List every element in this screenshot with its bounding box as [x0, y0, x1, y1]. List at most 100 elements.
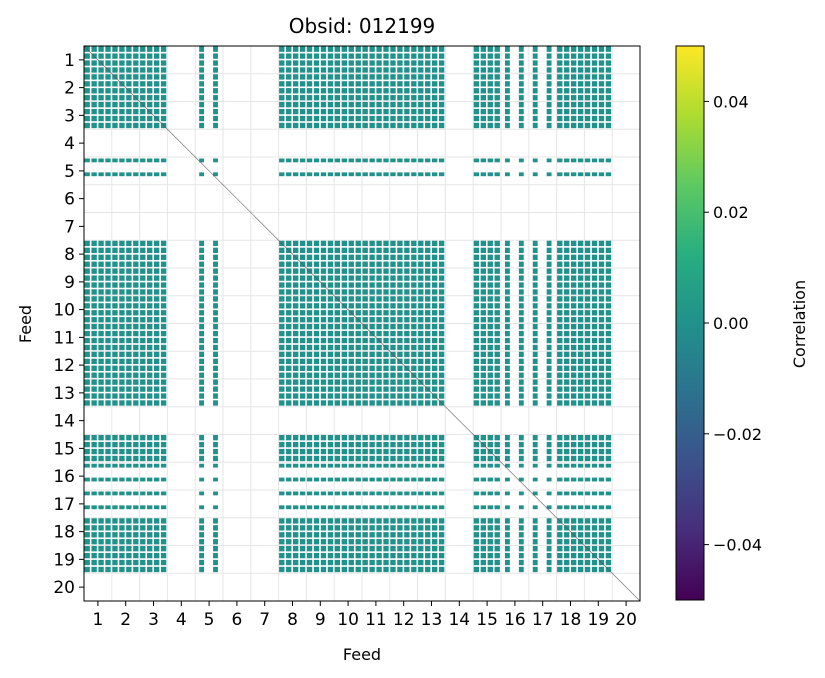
heatmap-cell [286, 172, 292, 177]
heatmap-cell [532, 448, 538, 455]
heatmap-cell [199, 81, 205, 87]
heatmap-cell [327, 240, 334, 247]
heatmap-cell [605, 289, 612, 295]
heatmap-cell [105, 330, 111, 337]
heatmap-cell [546, 505, 552, 510]
heatmap-cell [279, 172, 285, 177]
heatmap-cell [557, 455, 563, 462]
heatmap-cell [438, 566, 445, 573]
heatmap-cell [598, 67, 605, 73]
heatmap-cell [84, 337, 90, 344]
heatmap-cell [418, 337, 424, 344]
heatmap-cell [355, 546, 361, 552]
heatmap-cell [362, 67, 368, 73]
heatmap-cell [438, 337, 445, 344]
heatmap-cell [425, 158, 431, 163]
heatmap-cell [584, 435, 591, 441]
heatmap-cell [348, 60, 354, 66]
heatmap-cell [432, 559, 438, 566]
heatmap-cell [341, 240, 347, 247]
heatmap-cell [397, 566, 403, 573]
heatmap-cell [473, 566, 480, 573]
heatmap-cell [504, 108, 510, 115]
heatmap-cell [355, 289, 361, 295]
heatmap-cell [411, 108, 417, 115]
heatmap-cell [532, 463, 538, 468]
heatmap-cell [480, 491, 486, 496]
heatmap-cell [557, 559, 563, 566]
heatmap-cell [480, 247, 486, 254]
heatmap-cell [348, 546, 354, 552]
heatmap-cell [369, 448, 375, 455]
heatmap-cell [112, 53, 118, 59]
heatmap-cell [376, 386, 382, 392]
heatmap-cell [438, 532, 445, 538]
heatmap-cell [126, 337, 132, 344]
heatmap-cell [369, 88, 375, 94]
heatmap-cell [438, 435, 445, 441]
heatmap-cell [199, 289, 205, 295]
heatmap-cell [299, 393, 306, 399]
heatmap-cell [480, 505, 486, 510]
heatmap-cell [199, 115, 205, 122]
x-tick-label: 6 [231, 610, 242, 630]
heatmap-cell [397, 491, 403, 496]
heatmap-cell [84, 525, 90, 531]
heatmap-cell [213, 46, 218, 52]
heatmap-cell [306, 254, 313, 260]
heatmap-cell [438, 53, 445, 59]
heatmap-cell [598, 337, 605, 344]
heatmap-cell [425, 282, 431, 288]
heatmap-cell [112, 393, 118, 399]
heatmap-cell [605, 400, 612, 406]
heatmap-cell [376, 296, 382, 302]
heatmap-cell [383, 275, 389, 281]
heatmap-cell [564, 379, 570, 385]
heatmap-cell [438, 296, 445, 302]
heatmap-cell [133, 441, 139, 448]
heatmap-cell [480, 518, 486, 524]
heatmap-cell [341, 310, 347, 316]
heatmap-cell [286, 46, 292, 52]
heatmap-cell [341, 275, 347, 281]
heatmap-cell [605, 282, 612, 288]
heatmap-cell [591, 158, 598, 163]
heatmap-cell [518, 46, 524, 52]
heatmap-cell [584, 95, 591, 101]
heatmap-cell [327, 67, 334, 73]
heatmap-cell [564, 158, 570, 163]
heatmap-cell [279, 455, 285, 462]
heatmap-cell [494, 372, 500, 378]
heatmap-cell [584, 46, 591, 52]
heatmap-cell [334, 525, 341, 531]
heatmap-cell [591, 289, 598, 295]
heatmap-cell [487, 455, 493, 462]
heatmap-cell [504, 351, 510, 358]
heatmap-cell [327, 88, 334, 94]
heatmap-cell [91, 247, 97, 254]
heatmap-cell [313, 172, 320, 177]
heatmap-cell [119, 67, 125, 73]
heatmap-cell [494, 379, 500, 385]
heatmap-cell [327, 372, 334, 378]
heatmap-cell [390, 53, 396, 59]
heatmap-cell [411, 102, 417, 108]
heatmap-cell [480, 330, 486, 337]
heatmap-cell [160, 358, 167, 365]
heatmap-cell [557, 546, 563, 552]
heatmap-cell [432, 386, 438, 392]
heatmap-cell [147, 324, 153, 330]
y-tick-label: 10 [53, 301, 75, 321]
heatmap-cell [299, 455, 306, 462]
heatmap-cell [140, 158, 146, 163]
heatmap-cell [286, 552, 292, 559]
heatmap-cell [348, 379, 354, 385]
heatmap-cell [518, 386, 524, 392]
heatmap-cell [98, 435, 104, 441]
heatmap-cell [564, 448, 570, 455]
heatmap-cell [341, 158, 347, 163]
heatmap-cell [334, 386, 341, 392]
heatmap-cell [404, 393, 410, 399]
heatmap-cell [487, 546, 493, 552]
heatmap-cell [376, 310, 382, 316]
